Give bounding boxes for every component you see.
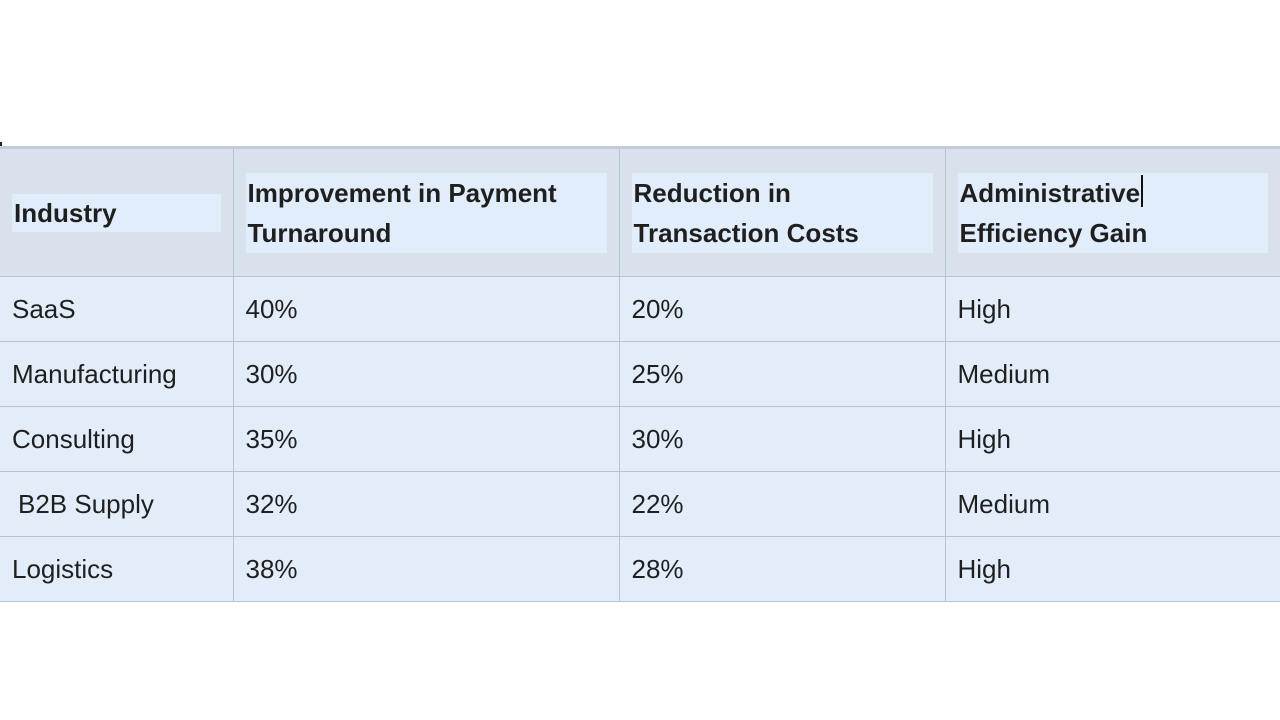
header-label-industry: Industry <box>12 193 221 232</box>
data-table: Industry Improvement in Payment Turnarou… <box>0 146 1280 602</box>
header-cell-efficiency-gain[interactable]: Administrative Efficiency Gain <box>944 146 1280 277</box>
cell-industry[interactable]: SaaS <box>0 276 234 342</box>
table-row: Manufacturing 30% 25% Medium <box>0 341 1280 407</box>
header-label-transaction-costs: Reduction in Transaction Costs <box>631 172 933 253</box>
table-row: B2B Supply 32% 22% Medium <box>0 471 1280 537</box>
cell-transaction-costs[interactable]: 25% <box>618 341 946 407</box>
cell-payment-turnaround[interactable]: 40% <box>232 276 620 342</box>
table-row: SaaS 40% 20% High <box>0 276 1280 342</box>
cell-industry[interactable]: Consulting <box>0 406 234 472</box>
cell-efficiency-gain[interactable]: High <box>944 406 1280 472</box>
header-label-payment-turnaround: Improvement in Payment Turnaround <box>245 172 607 253</box>
header-cell-payment-turnaround[interactable]: Improvement in Payment Turnaround <box>232 146 620 277</box>
table-row: Consulting 35% 30% High <box>0 406 1280 472</box>
cell-efficiency-gain[interactable]: Medium <box>944 471 1280 537</box>
header-line: Efficiency Gain <box>959 217 1148 248</box>
header-label-efficiency-gain: Administrative Efficiency Gain <box>957 172 1268 253</box>
header-line: Administrative <box>959 177 1141 208</box>
header-line: Improvement in Payment <box>247 177 557 208</box>
cell-transaction-costs[interactable]: 22% <box>618 471 946 537</box>
cell-payment-turnaround[interactable]: 32% <box>232 471 620 537</box>
header-line: Turnaround <box>247 217 392 248</box>
cell-payment-turnaround[interactable]: 30% <box>232 341 620 407</box>
cell-efficiency-gain[interactable]: High <box>944 276 1280 342</box>
cell-industry-text: B2B Supply <box>18 489 154 519</box>
cell-industry[interactable]: B2B Supply <box>0 471 234 537</box>
table-move-handle[interactable] <box>0 142 2 149</box>
header-line: Reduction in <box>633 177 791 208</box>
cell-transaction-costs[interactable]: 28% <box>618 536 946 602</box>
cell-transaction-costs[interactable]: 30% <box>618 406 946 472</box>
header-line: Transaction Costs <box>633 217 859 248</box>
cell-industry[interactable]: Logistics <box>0 536 234 602</box>
table-row: Logistics 38% 28% High <box>0 536 1280 602</box>
table-header-row: Industry Improvement in Payment Turnarou… <box>0 146 1280 277</box>
cell-efficiency-gain[interactable]: High <box>944 536 1280 602</box>
text-cursor <box>1141 174 1144 207</box>
cell-transaction-costs[interactable]: 20% <box>618 276 946 342</box>
header-cell-industry[interactable]: Industry <box>0 146 234 277</box>
cell-efficiency-gain[interactable]: Medium <box>944 341 1280 407</box>
cell-industry[interactable]: Manufacturing <box>0 341 234 407</box>
header-cell-transaction-costs[interactable]: Reduction in Transaction Costs <box>618 146 946 277</box>
cell-payment-turnaround[interactable]: 35% <box>232 406 620 472</box>
cell-payment-turnaround[interactable]: 38% <box>232 536 620 602</box>
